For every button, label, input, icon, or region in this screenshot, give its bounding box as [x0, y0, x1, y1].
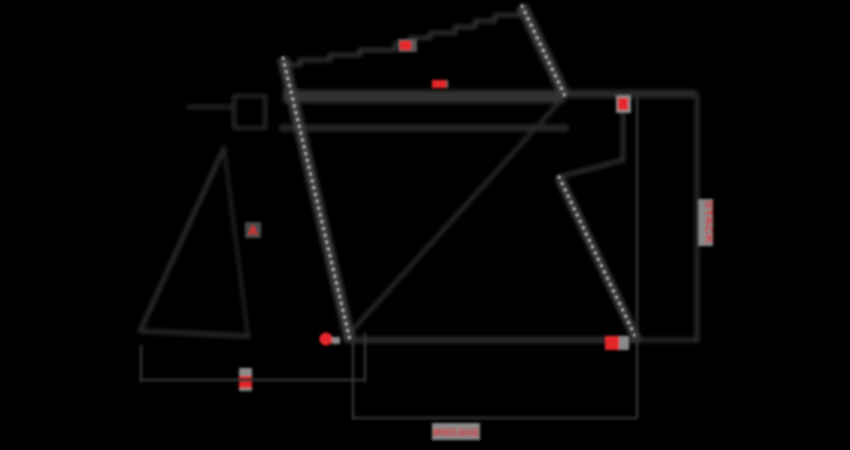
- svg-text:STACK: STACK: [703, 200, 715, 244]
- svg-text:WHEELBASE: WHEELBASE: [433, 427, 479, 439]
- svg-text:A: A: [248, 223, 258, 238]
